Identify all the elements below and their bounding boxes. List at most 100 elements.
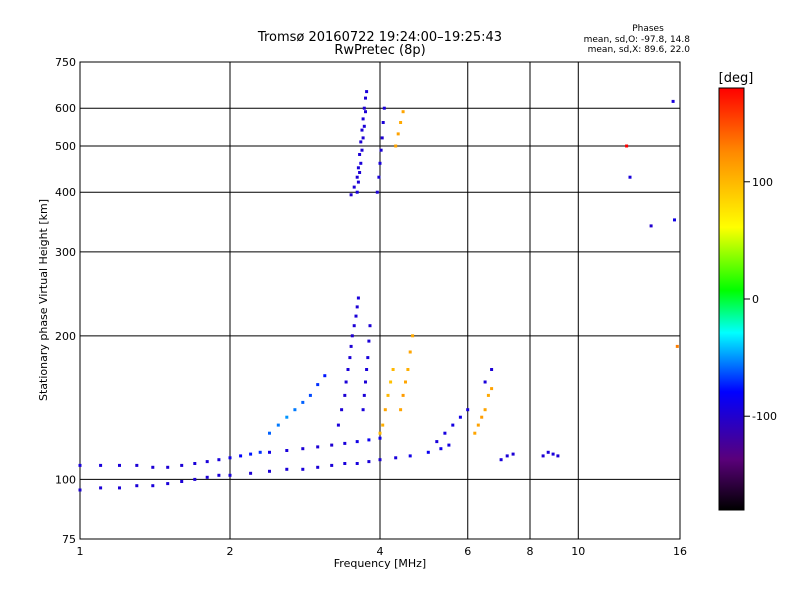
data-point xyxy=(426,450,430,454)
data-point xyxy=(355,462,359,465)
data-point xyxy=(346,368,350,371)
data-point xyxy=(308,393,312,397)
x-tick-label: 1 xyxy=(77,545,84,558)
data-point xyxy=(499,458,503,462)
data-point xyxy=(490,387,494,391)
data-point xyxy=(673,218,676,222)
colorbar-tick-label: 100 xyxy=(752,176,773,189)
data-point xyxy=(408,350,412,354)
data-point xyxy=(361,136,365,140)
data-point xyxy=(364,110,367,114)
data-point xyxy=(483,408,487,412)
data-point xyxy=(511,452,515,456)
data-point xyxy=(301,467,305,471)
data-point xyxy=(228,456,232,460)
data-point xyxy=(505,454,509,458)
x-tick-label: 6 xyxy=(464,545,471,558)
data-point xyxy=(404,380,407,384)
data-point xyxy=(330,443,334,447)
data-point xyxy=(249,452,253,456)
data-point xyxy=(343,393,347,397)
data-point xyxy=(135,484,139,488)
data-point xyxy=(378,431,382,435)
data-point xyxy=(546,450,550,454)
data-point xyxy=(399,408,403,412)
data-point xyxy=(330,463,334,467)
data-point xyxy=(180,480,184,483)
data-point xyxy=(135,463,139,467)
data-point xyxy=(285,449,289,452)
phases-o-stats: mean, sd,O: -97.8, 14.8 xyxy=(584,35,691,45)
data-point xyxy=(343,441,347,445)
data-point xyxy=(356,180,360,184)
data-point xyxy=(480,415,484,419)
data-point xyxy=(348,356,352,360)
data-point xyxy=(367,438,371,442)
data-point xyxy=(336,423,340,427)
data-point xyxy=(466,408,470,412)
data-point xyxy=(352,185,356,189)
x-axis-ticks: 1 2 4 6 8 10 16 xyxy=(77,545,688,558)
data-point xyxy=(375,190,379,194)
data-point xyxy=(408,454,412,458)
data-point xyxy=(362,124,366,128)
gridlines xyxy=(80,62,680,539)
data-point xyxy=(476,423,480,427)
colorbar-ticks: 100 0 -100 xyxy=(744,176,777,423)
data-point xyxy=(78,488,82,492)
data-point xyxy=(399,121,403,124)
data-point xyxy=(316,465,320,469)
data-point xyxy=(366,356,370,360)
x-tick-label: 10 xyxy=(571,545,585,558)
data-point xyxy=(379,148,383,152)
data-point xyxy=(364,380,367,384)
data-point xyxy=(649,224,653,228)
data-point xyxy=(435,440,439,444)
data-point xyxy=(293,408,297,412)
data-point xyxy=(118,486,121,490)
y-axis-label: Stationary phase Virtual Height [km] xyxy=(37,199,50,401)
data-point xyxy=(380,136,384,140)
data-point xyxy=(355,440,359,444)
data-point xyxy=(166,482,170,486)
y-tick-label: 100 xyxy=(55,473,76,486)
data-point xyxy=(401,393,405,397)
data-point xyxy=(671,99,675,103)
data-point xyxy=(268,431,271,435)
data-point xyxy=(360,128,364,132)
data-point xyxy=(359,161,363,165)
y-tick-label: 500 xyxy=(55,140,76,153)
data-point xyxy=(356,166,360,170)
data-point xyxy=(78,463,82,467)
data-point xyxy=(378,458,382,462)
x-tick-label: 4 xyxy=(377,545,384,558)
data-point xyxy=(541,454,545,458)
data-point xyxy=(258,450,262,454)
data-point xyxy=(443,431,447,435)
colorbar-unit: [deg] xyxy=(719,71,754,86)
data-point xyxy=(193,462,197,465)
data-point xyxy=(391,368,395,371)
data-point xyxy=(490,368,494,371)
y-tick-label: 750 xyxy=(55,56,76,69)
data-point xyxy=(396,132,400,136)
x-tick-label: 2 xyxy=(227,545,234,558)
data-point xyxy=(285,467,289,471)
data-point xyxy=(381,423,385,427)
data-point xyxy=(394,456,398,460)
data-point xyxy=(285,415,289,419)
x-tick-label: 8 xyxy=(527,545,534,558)
data-point xyxy=(354,314,358,318)
data-point xyxy=(316,445,320,449)
data-point xyxy=(355,305,359,309)
colorbar-tick-label: 0 xyxy=(752,293,759,306)
data-point xyxy=(193,477,197,481)
data-point xyxy=(151,484,155,488)
data-point xyxy=(675,344,679,348)
data-point xyxy=(411,334,415,338)
y-axis-ticks: 75 100 200 300 400 500 600 750 xyxy=(55,56,76,546)
data-point xyxy=(378,436,382,440)
data-point xyxy=(625,144,629,148)
data-point xyxy=(239,454,243,458)
data-point xyxy=(628,175,632,179)
